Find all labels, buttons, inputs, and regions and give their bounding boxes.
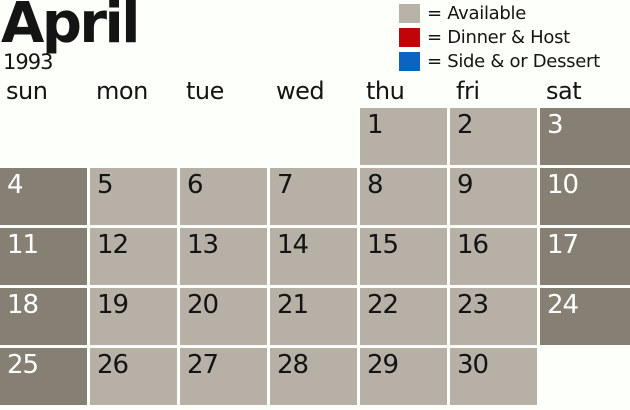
weekday-header-sun: sun [6, 77, 48, 105]
legend-label: = Side & or Dessert [427, 50, 600, 72]
calendar-empty-cell [270, 108, 360, 165]
calendar-empty-cell [0, 108, 90, 165]
day-number: 16 [457, 230, 489, 260]
legend-label: = Dinner & Host [427, 26, 570, 48]
weekday-header-wed: wed [276, 77, 325, 105]
day-number: 29 [367, 350, 399, 380]
calendar-grid: 1 2 3 4 5 6 7 8 9 10 11 12 13 14 15 16 17 18 19 20 21 22 23 24 2… [0, 108, 630, 405]
weekday-header-row: sun mon tue wed thu fri sat [0, 77, 630, 105]
day-number: 5 [97, 170, 114, 200]
calendar-day-cell[interactable]: 11 [0, 228, 90, 285]
day-number: 27 [187, 350, 219, 380]
legend-label: = Available [427, 2, 526, 24]
calendar-day-cell[interactable]: 26 [90, 348, 180, 405]
day-number: 30 [457, 350, 489, 380]
calendar-day-cell[interactable]: 13 [180, 228, 270, 285]
calendar-day-cell[interactable]: 27 [180, 348, 270, 405]
calendar-day-cell[interactable]: 23 [450, 288, 540, 345]
day-number: 28 [277, 350, 309, 380]
calendar-day-cell[interactable]: 18 [0, 288, 90, 345]
day-number: 4 [7, 170, 24, 200]
calendar-day-cell[interactable]: 19 [90, 288, 180, 345]
weekday-header-fri: fri [456, 77, 480, 105]
legend-row-side-dessert: = Side & or Dessert [399, 52, 600, 71]
calendar-day-cell[interactable]: 1 [360, 108, 450, 165]
calendar-day-cell[interactable]: 30 [450, 348, 540, 405]
calendar-day-cell[interactable]: 17 [540, 228, 630, 285]
calendar-day-cell[interactable]: 10 [540, 168, 630, 225]
calendar-day-cell[interactable]: 22 [360, 288, 450, 345]
day-number: 1 [367, 110, 384, 140]
day-number: 11 [7, 230, 39, 260]
day-number: 13 [187, 230, 219, 260]
day-number: 12 [97, 230, 129, 260]
weekday-header-mon: mon [96, 77, 148, 105]
calendar-day-cell[interactable]: 9 [450, 168, 540, 225]
day-number: 8 [367, 170, 384, 200]
legend-row-available: = Available [399, 4, 600, 23]
dinner-host-swatch-icon [399, 28, 420, 47]
day-number: 3 [547, 110, 564, 140]
month-title: April [1, 0, 140, 56]
calendar-day-cell[interactable]: 16 [450, 228, 540, 285]
calendar-day-cell[interactable]: 15 [360, 228, 450, 285]
calendar-day-cell[interactable]: 21 [270, 288, 360, 345]
calendar-day-cell[interactable]: 24 [540, 288, 630, 345]
day-number: 23 [457, 290, 489, 320]
weekday-header-tue: tue [186, 77, 224, 105]
day-number: 24 [547, 290, 579, 320]
calendar-day-cell[interactable]: 6 [180, 168, 270, 225]
calendar-day-cell[interactable]: 29 [360, 348, 450, 405]
legend-row-dinner-host: = Dinner & Host [399, 28, 600, 47]
day-number: 25 [7, 350, 39, 380]
day-number: 15 [367, 230, 399, 260]
day-number: 7 [277, 170, 294, 200]
day-number: 26 [97, 350, 129, 380]
side-dessert-swatch-icon [399, 52, 420, 71]
calendar-day-cell[interactable]: 3 [540, 108, 630, 165]
calendar-day-cell[interactable]: 4 [0, 168, 90, 225]
legend: = Available = Dinner & Host = Side & or … [399, 4, 600, 76]
day-number: 21 [277, 290, 309, 320]
calendar-day-cell[interactable]: 5 [90, 168, 180, 225]
day-number: 2 [457, 110, 474, 140]
calendar-day-cell[interactable]: 12 [90, 228, 180, 285]
year-label: 1993 [3, 50, 53, 74]
calendar-empty-cell [90, 108, 180, 165]
calendar-day-cell[interactable]: 14 [270, 228, 360, 285]
calendar-day-cell[interactable]: 8 [360, 168, 450, 225]
calendar-day-cell[interactable]: 25 [0, 348, 90, 405]
day-number: 14 [277, 230, 309, 260]
calendar-day-cell[interactable]: 2 [450, 108, 540, 165]
calendar-empty-cell [180, 108, 270, 165]
calendar-day-cell[interactable]: 20 [180, 288, 270, 345]
available-swatch-icon [399, 4, 420, 23]
weekday-header-sat: sat [546, 77, 582, 105]
day-number: 6 [187, 170, 204, 200]
day-number: 20 [187, 290, 219, 320]
day-number: 10 [547, 170, 579, 200]
day-number: 17 [547, 230, 579, 260]
calendar-day-cell[interactable]: 7 [270, 168, 360, 225]
weekday-header-thu: thu [366, 77, 405, 105]
calendar-day-cell[interactable]: 28 [270, 348, 360, 405]
day-number: 19 [97, 290, 129, 320]
calendar-empty-cell [540, 348, 630, 405]
day-number: 22 [367, 290, 399, 320]
day-number: 18 [7, 290, 39, 320]
day-number: 9 [457, 170, 474, 200]
